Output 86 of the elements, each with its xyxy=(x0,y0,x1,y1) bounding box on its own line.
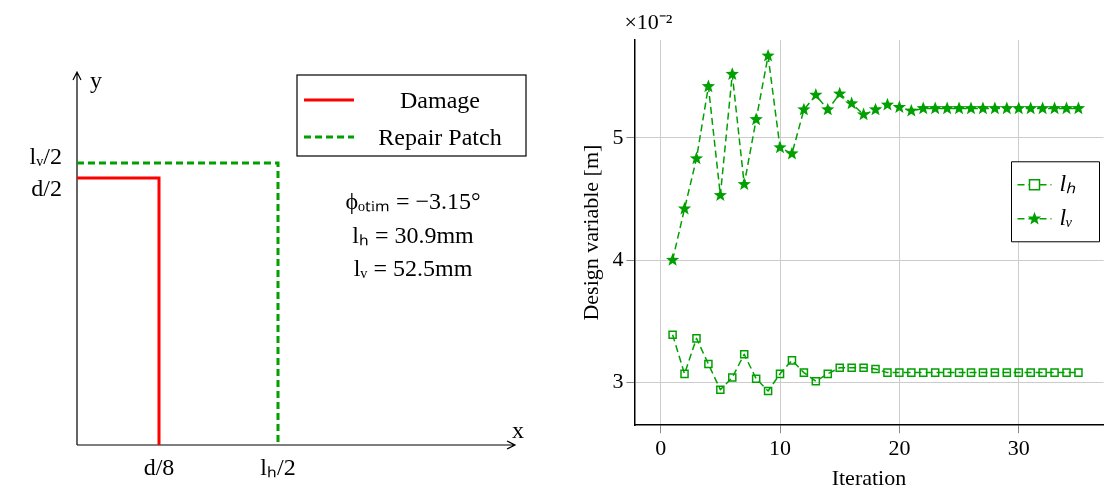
point xyxy=(833,86,847,100)
point xyxy=(775,369,785,379)
legend-label: lₕ xyxy=(1059,170,1077,197)
point xyxy=(713,188,727,201)
point xyxy=(680,369,689,379)
point xyxy=(763,386,773,396)
point xyxy=(859,363,868,373)
point xyxy=(677,201,692,215)
point xyxy=(918,368,928,377)
y-tick-label: 3 xyxy=(612,368,624,394)
text: lᵥ/2 xyxy=(29,143,62,169)
point xyxy=(856,107,871,121)
point xyxy=(907,368,916,377)
point xyxy=(892,100,907,113)
text: lₕ/2 xyxy=(260,454,296,480)
point xyxy=(821,102,835,116)
point xyxy=(880,97,895,111)
point xyxy=(847,363,856,373)
point xyxy=(930,368,940,377)
x-tick-label: 30 xyxy=(1007,435,1030,461)
point xyxy=(725,67,739,80)
point xyxy=(904,103,918,117)
point xyxy=(835,363,844,373)
x-tick-label: 0 xyxy=(655,435,667,461)
point xyxy=(1035,101,1050,115)
point xyxy=(1059,101,1074,115)
point xyxy=(988,101,1002,115)
point xyxy=(716,385,725,395)
point xyxy=(1038,368,1047,377)
y-tick-label: 4 xyxy=(612,245,624,271)
point xyxy=(990,368,1000,377)
text: d/8 xyxy=(143,454,175,480)
point xyxy=(785,146,799,160)
legend-label: lᵥ xyxy=(1059,204,1073,231)
point xyxy=(809,88,823,101)
point xyxy=(701,79,716,93)
point xyxy=(737,177,751,190)
point xyxy=(1014,368,1024,377)
point xyxy=(871,364,880,374)
point xyxy=(942,368,952,377)
point xyxy=(916,101,930,115)
point xyxy=(844,96,859,110)
point xyxy=(1002,368,1012,377)
point xyxy=(1074,368,1083,377)
point xyxy=(978,368,988,377)
point xyxy=(704,359,713,369)
point xyxy=(964,101,978,115)
point xyxy=(883,368,892,377)
point xyxy=(692,334,701,343)
point xyxy=(787,356,797,365)
point xyxy=(1071,101,1086,115)
point xyxy=(739,349,749,359)
point xyxy=(1026,368,1035,377)
point xyxy=(952,101,966,115)
text: d/2 xyxy=(31,175,62,201)
x-tick-label: 10 xyxy=(769,435,792,461)
point xyxy=(811,376,821,386)
point xyxy=(761,48,775,62)
point xyxy=(895,368,904,377)
point xyxy=(797,102,811,116)
point xyxy=(1047,101,1062,115)
point xyxy=(928,101,942,115)
x-tick-label: 20 xyxy=(888,435,911,461)
point xyxy=(773,140,787,154)
point xyxy=(976,101,990,115)
point xyxy=(1062,368,1071,377)
point xyxy=(1024,101,1038,115)
point xyxy=(668,330,677,339)
point xyxy=(689,151,704,165)
x-axis-title: Iteration xyxy=(831,464,907,490)
point xyxy=(954,368,964,377)
point xyxy=(940,101,954,115)
y-axis-title: Design variable [m] xyxy=(577,144,603,321)
y-tick-label: 5 xyxy=(612,123,624,149)
point xyxy=(751,374,761,384)
point xyxy=(1012,101,1026,115)
point xyxy=(966,368,976,377)
text: ×10⁻² xyxy=(624,8,673,34)
point xyxy=(1050,368,1059,377)
point xyxy=(1000,101,1014,115)
point xyxy=(727,373,737,382)
point xyxy=(823,369,833,379)
point xyxy=(749,112,763,126)
point xyxy=(799,368,809,377)
point xyxy=(868,102,883,116)
point xyxy=(665,253,680,266)
